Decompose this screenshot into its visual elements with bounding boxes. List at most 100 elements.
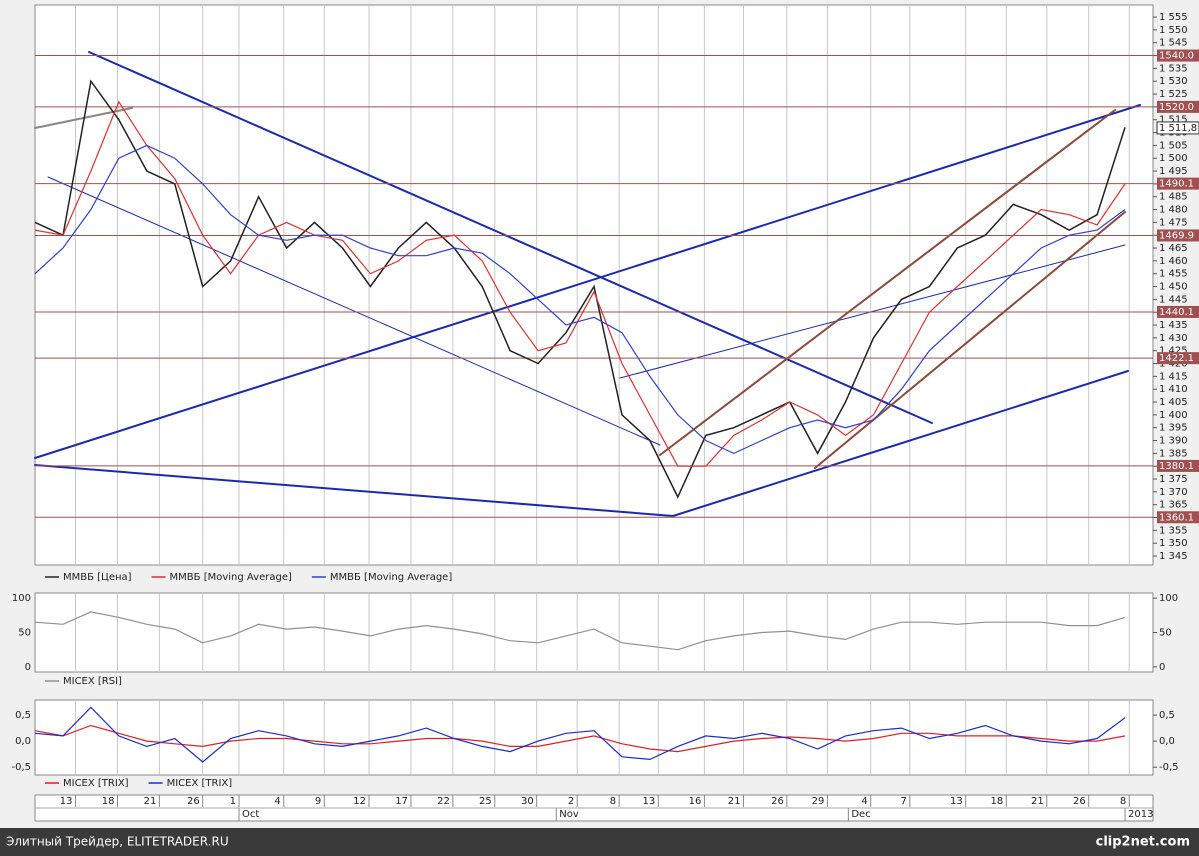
series-line	[34, 100, 1126, 467]
y-tick-label: 1 550	[1159, 25, 1188, 36]
month-label: Nov	[559, 809, 579, 820]
trend-line	[34, 104, 1141, 459]
y-tick-label: 1 365	[1159, 500, 1188, 511]
y-tick-label: 1 430	[1159, 333, 1188, 344]
y-tick-label: 1 495	[1159, 166, 1188, 177]
channel-line	[659, 109, 1116, 456]
x-tick-label: 13	[60, 796, 73, 807]
x-tick-label: 16	[689, 796, 702, 807]
x-tick-label: 18	[991, 796, 1004, 807]
y-tick-label: 1 445	[1159, 294, 1188, 305]
legend-label: MICEX [TRIX]	[167, 778, 233, 789]
month-label: Oct	[242, 809, 259, 820]
x-tick-label: 7	[900, 796, 906, 807]
x-tick-label: 12	[353, 796, 366, 807]
y-tick-label: 1 350	[1159, 538, 1188, 549]
level-box	[1157, 229, 1199, 242]
y-tick-label: 1 545	[1159, 38, 1188, 49]
x-tick-label: 18	[102, 796, 115, 807]
x-tick-label: 8	[1120, 796, 1126, 807]
y-tick-label: 1 465	[1159, 243, 1188, 254]
legend-label: ММВБ [Moving Average]	[170, 572, 292, 583]
x-tick-label: 9	[315, 796, 321, 807]
level-label: 1540.0	[1159, 51, 1194, 62]
level-label: 1440.1	[1159, 307, 1194, 318]
legend-label: ММВБ [Цена]	[63, 572, 132, 583]
legend-label: MICEX [TRIX]	[63, 778, 129, 789]
x-tick-label: 1	[230, 796, 236, 807]
y-tick-label-left: 0,0	[15, 736, 31, 747]
trend-line	[34, 464, 674, 517]
level-label: 1422.1	[1159, 353, 1194, 364]
y-tick-label: 1 395	[1159, 423, 1188, 434]
y-tick-label: 1 345	[1159, 551, 1188, 562]
x-tick-label: 26	[771, 796, 784, 807]
y-tick-label: 1 480	[1159, 205, 1188, 216]
x-tick-label: 13	[643, 796, 656, 807]
x-tick-label: 13	[950, 796, 963, 807]
y-tick-label: 1 455	[1159, 269, 1188, 280]
y-tick-label: 1 555	[1159, 12, 1188, 23]
level-box	[1157, 352, 1199, 365]
last-price-box	[1156, 121, 1199, 135]
series-line	[34, 724, 1126, 753]
month-label: 2013	[1128, 809, 1153, 820]
y-tick-label: 1 375	[1159, 474, 1188, 485]
y-tick-label-left: 50	[18, 628, 31, 639]
x-tick-label: 2	[568, 796, 574, 807]
channel-line	[814, 211, 1126, 469]
x-tick-label: 21	[1031, 796, 1044, 807]
y-tick-label: 100	[1159, 593, 1178, 604]
x-tick-label: 30	[521, 796, 534, 807]
x-tick-label: 21	[728, 796, 741, 807]
level-box	[1157, 177, 1199, 190]
x-tick-label: 17	[395, 796, 408, 807]
legend-label: MICEX [RSI]	[63, 676, 122, 687]
level-label: 1360.1	[1159, 512, 1194, 523]
level-box	[1157, 100, 1199, 113]
y-tick-label: 1 475	[1159, 217, 1188, 228]
y-tick-label-left: 100	[12, 593, 31, 604]
y-tick-label: 1 410	[1159, 384, 1188, 395]
x-tick-label: 26	[1073, 796, 1086, 807]
y-tick-label: 0	[1159, 662, 1165, 673]
month-label: Dec	[851, 809, 870, 820]
legend-label: ММВБ [Moving Average]	[330, 572, 452, 583]
y-tick-label-left: 0	[25, 662, 31, 673]
y-tick-label: -0,5	[1159, 762, 1179, 773]
y-tick-label: 1 450	[1159, 282, 1188, 293]
level-label: 1490.1	[1159, 179, 1194, 190]
y-tick-label-left: -0,5	[11, 762, 31, 773]
y-tick-label: 1 530	[1159, 76, 1188, 87]
trend-line	[47, 176, 661, 446]
trend-line	[88, 51, 933, 424]
last-price-label: 1 511,8	[1159, 123, 1197, 134]
trix-panel	[34, 699, 1154, 776]
y-tick-label: 1 385	[1159, 448, 1188, 459]
y-tick-label: 1 535	[1159, 63, 1188, 74]
y-tick-label: 50	[1159, 628, 1172, 639]
x-tick-label: 8	[610, 796, 616, 807]
x-tick-label: 22	[437, 796, 450, 807]
footer-logo: clip2net.com	[1096, 835, 1190, 850]
y-tick-label: 1 505	[1159, 140, 1188, 151]
x-tick-label: 29	[812, 796, 825, 807]
level-box	[1157, 305, 1199, 318]
level-box	[1157, 511, 1199, 524]
price-panel	[34, 4, 1154, 566]
y-tick-label: 1 415	[1159, 371, 1188, 382]
series-line	[34, 79, 1126, 499]
level-box	[1157, 49, 1199, 62]
rsi-panel	[34, 592, 1154, 673]
series-line	[34, 144, 1126, 455]
level-label: 1380.1	[1159, 461, 1194, 472]
y-tick-label: 1 355	[1159, 525, 1188, 536]
y-tick-label: 0,5	[1159, 710, 1175, 721]
y-tick-label: 1 400	[1159, 410, 1188, 421]
y-tick-label-left: 0,5	[15, 710, 31, 721]
level-label: 1469.9	[1159, 230, 1194, 241]
footer-bar	[0, 828, 1199, 856]
y-tick-label: 0,0	[1159, 736, 1175, 747]
series-line	[34, 706, 1126, 763]
x-tick-label: 26	[187, 796, 200, 807]
